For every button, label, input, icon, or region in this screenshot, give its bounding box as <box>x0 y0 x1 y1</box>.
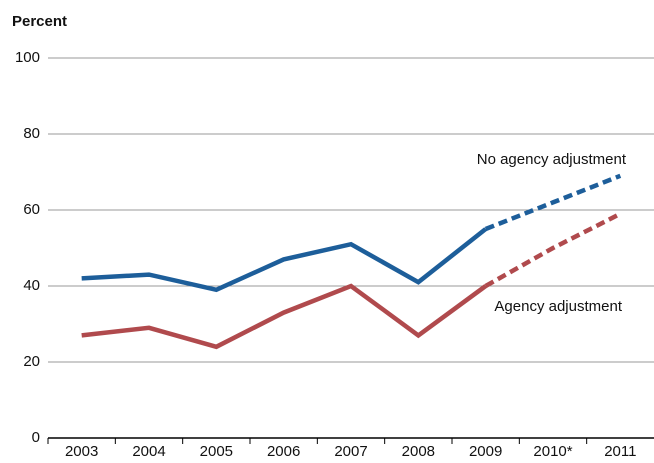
x-tick-label: 2010* <box>533 443 572 460</box>
y-tick-label: 100 <box>15 49 40 66</box>
y-tick-label: 40 <box>23 277 40 294</box>
x-tick-label: 2009 <box>469 443 502 460</box>
x-tick-label: 2006 <box>267 443 300 460</box>
x-tick-label: 2003 <box>65 443 98 460</box>
x-tick-label: 2004 <box>132 443 165 460</box>
line <box>81 283 487 350</box>
projected-line <box>484 173 622 232</box>
x-tick-label: 2008 <box>402 443 435 460</box>
y-tick-label: 20 <box>23 353 40 370</box>
x-tick-label: 2011 <box>604 443 636 460</box>
y-tick-label: 60 <box>23 201 40 218</box>
x-tick-label: 2005 <box>200 443 233 460</box>
series-label: No agency adjustment <box>477 151 627 168</box>
y-tick-label: 80 <box>23 125 40 142</box>
projected-line <box>484 211 622 288</box>
y-tick-label: 0 <box>32 429 40 446</box>
x-tick-label: 2007 <box>334 443 367 460</box>
series-label: Agency adjustment <box>494 298 622 315</box>
y-axis-label: Percent <box>12 13 67 30</box>
line <box>81 227 488 293</box>
